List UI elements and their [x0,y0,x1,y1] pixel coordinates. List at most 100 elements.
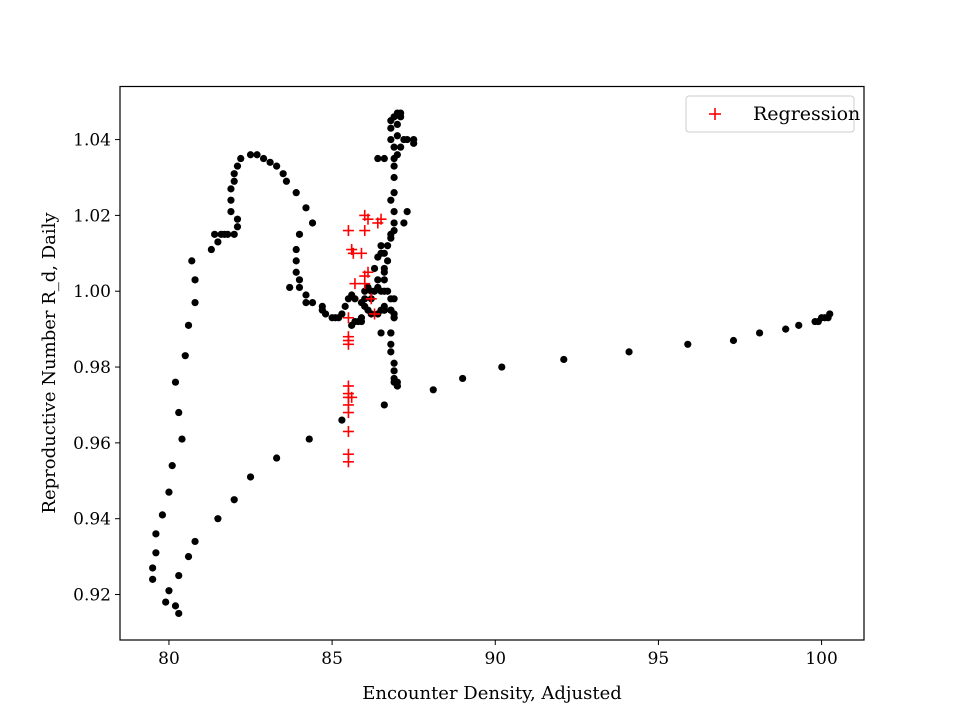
x-tick-label: 85 [321,649,343,669]
data-point [390,189,398,197]
data-point [374,154,382,163]
data-point [152,549,160,557]
data-point [383,242,392,250]
data-point [282,177,291,185]
y-tick-label: 0.92 [73,586,111,606]
regression-point [342,407,354,419]
data-point [400,219,408,227]
data-point [380,268,388,276]
data-point [383,287,392,295]
data-point [292,245,300,254]
regression-point [359,225,371,237]
data-point [377,242,385,250]
regression-point [342,456,354,468]
data-point [383,257,392,265]
data-point [165,488,173,496]
data-point [390,219,398,227]
data-point [403,208,411,216]
data-point [230,170,238,178]
data-point [162,598,170,606]
data-point [321,310,330,318]
data-point [227,185,235,193]
data-point [393,151,401,159]
data-point [175,609,183,618]
data-point [233,162,242,170]
data-point [230,496,238,504]
data-point [625,348,633,356]
regression-point [369,308,381,320]
data-point [302,204,310,212]
legend-label-regression: Regression [753,103,860,125]
data-point [266,158,274,166]
data-point [341,302,349,310]
data-point [387,306,395,314]
legend-box [685,95,855,133]
data-point [292,268,300,276]
data-point [387,117,395,125]
data-point [220,230,229,238]
data-point [390,162,398,170]
data-point [459,374,467,383]
data-point [370,264,379,273]
legend: Regression [685,95,860,133]
data-point [188,257,196,265]
data-point [387,340,395,348]
data-point [390,143,398,151]
data-point [387,348,395,356]
data-point [165,587,173,595]
regression-point [362,213,374,225]
data-point [390,359,398,367]
data-point [175,408,183,417]
regression-point [342,312,354,324]
data-point [191,537,199,546]
data-point [292,189,300,197]
y-tick-label: 1.00 [73,282,111,302]
x-tick-label: 80 [158,649,180,669]
data-point [171,602,180,610]
data-point [387,135,395,144]
data-point [302,298,310,307]
data-point [302,291,310,299]
x-axis-title: Encounter Density, Adjusted [362,683,622,704]
data-point [361,295,369,303]
data-point [253,151,261,159]
data-point [181,352,189,360]
regression-point [355,247,367,259]
data-point [227,196,235,204]
data-point [826,310,834,318]
data-point [403,135,411,144]
data-point [152,530,160,538]
data-point [782,325,790,333]
data-point [230,230,238,238]
data-point [191,276,199,284]
data-point [387,124,395,132]
legend-marker-regression [709,108,721,120]
data-point [308,298,317,307]
data-point [390,367,398,375]
x-tick-label: 100 [805,649,837,669]
y-tick-label: 0.98 [73,358,111,378]
data-point [149,575,157,583]
data-point [390,295,398,303]
data-point [286,283,294,292]
data-point [158,511,167,519]
x-tick-label: 90 [484,649,506,669]
data-marks [149,109,834,618]
data-point [184,321,193,329]
y-tick-label: 0.94 [73,510,111,530]
data-point [308,219,317,227]
data-point [410,139,418,147]
y-tick-label: 1.02 [73,206,111,226]
data-point [191,298,199,307]
data-point [498,363,506,371]
data-point [175,571,183,580]
regression-point [365,293,377,305]
data-point [273,162,281,170]
regression-point [342,225,354,237]
data-point [214,238,222,246]
data-point [259,154,268,163]
data-point [429,386,437,394]
axis-ticks: 80 85 90 95 100 0.92 0.94 0.96 0.98 1.00 1.02 1.04 [73,131,838,669]
data-point [178,435,186,443]
data-point [684,340,692,348]
